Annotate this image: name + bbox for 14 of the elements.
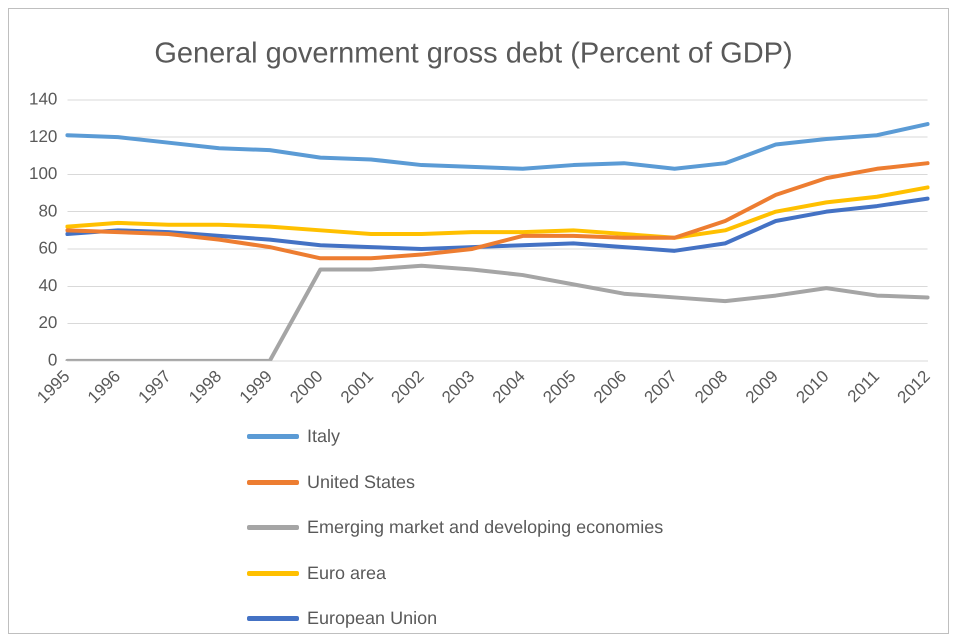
y-tick-label: 0 <box>48 350 58 370</box>
legend-label: European Union <box>307 608 438 630</box>
y-tick-label: 140 <box>28 89 58 108</box>
legend-label: Emerging market and developing economies <box>307 517 664 538</box>
legend-label: Euro area <box>307 562 386 584</box>
legend-label: United States <box>307 472 416 493</box>
y-tick-label: 120 <box>28 126 58 146</box>
y-tick-label: 80 <box>38 201 58 220</box>
y-tick-label: 40 <box>38 276 58 295</box>
y-tick-label: 100 <box>28 164 58 184</box>
chart-title: General government gross debt (Percent of GDP) <box>154 37 793 70</box>
legend-label: Italy <box>307 426 340 448</box>
y-tick-label: 20 <box>38 313 58 332</box>
y-tick-label: 60 <box>38 238 58 258</box>
